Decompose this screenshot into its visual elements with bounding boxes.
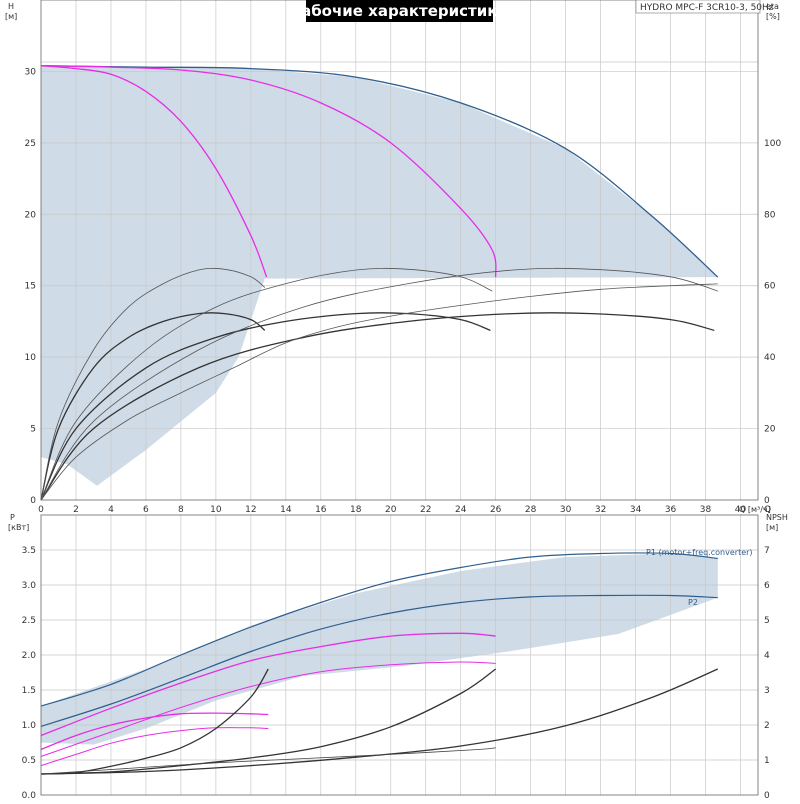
bottom-left-tick-label: 3.5 bbox=[22, 546, 36, 556]
bottom-right-tick-label: 5 bbox=[764, 616, 770, 626]
x-tick-label: 20 bbox=[385, 505, 397, 515]
x-tick-label: 34 bbox=[630, 505, 642, 515]
bottom-curve-npsh-6 bbox=[40, 668, 269, 775]
model-box bbox=[635, 0, 761, 14]
bottom-right-tick-label: 3 bbox=[764, 686, 770, 696]
tick-labels: 0 2 4 6 8 10 12 14 16 18 20 22 24 26 28 30 32 34 36 38 40 Q05… bbox=[22, 67, 782, 801]
x-tick-label: 10 bbox=[210, 505, 222, 515]
top-curve-eta-max-6 bbox=[40, 267, 266, 501]
top-right-axis-title: eta bbox=[766, 2, 779, 11]
top-curve-head-2 bbox=[40, 65, 497, 278]
bottom-operating-area bbox=[41, 553, 718, 745]
curve-lines bbox=[40, 65, 719, 775]
bottom-left-tick-label: 1.0 bbox=[22, 721, 37, 731]
bottom-left-tick-label: 2.0 bbox=[22, 651, 37, 661]
x-tick-label: 40 bbox=[735, 505, 747, 515]
x-axis-unit: Q [м³/ч] bbox=[739, 505, 771, 514]
top-right-tick-label: 0 bbox=[764, 496, 770, 506]
bottom-left-tick-label: 2.5 bbox=[22, 616, 36, 626]
bottom-right-tick-label: 7 bbox=[764, 546, 770, 556]
panel-frames bbox=[40, 0, 759, 796]
p1-series-label: P1 (motor+freq.converter) bbox=[646, 548, 753, 557]
bottom-right-axis-unit: [м] bbox=[766, 523, 778, 532]
bottom-grid bbox=[41, 515, 758, 795]
top-curve-head-1 bbox=[40, 65, 268, 278]
top-right-tick-label: 60 bbox=[764, 282, 776, 292]
top-left-tick-label: 30 bbox=[25, 67, 37, 77]
bottom-left-tick-label: 1.5 bbox=[22, 686, 36, 696]
top-left-tick-label: 5 bbox=[30, 425, 36, 435]
bottom-right-tick-label: 0 bbox=[764, 791, 770, 800]
bottom-curve-P2-speed-3 bbox=[40, 727, 269, 767]
top-operating-area bbox=[41, 65, 718, 486]
x-tick-label: 6 bbox=[143, 505, 149, 515]
top-left-axis-unit: [м] bbox=[5, 12, 17, 21]
model-label: HYDRO MPC-F 3CR10-3, 50Hz bbox=[640, 3, 774, 13]
top-left-tick-label: 0 bbox=[30, 496, 36, 506]
x-tick-label: 18 bbox=[350, 505, 362, 515]
bottom-plot-frame bbox=[40, 514, 759, 796]
bottom-curve-P1-speed-4 bbox=[40, 632, 496, 737]
top-plot-frame bbox=[40, 0, 759, 501]
x-tick-label: 24 bbox=[455, 505, 467, 515]
top-curve-eta-5 bbox=[40, 312, 715, 501]
bottom-right-tick-label: 1 bbox=[764, 756, 770, 766]
chart-title: Рабочие характеристики bbox=[290, 2, 508, 20]
top-curve-eta-max-7 bbox=[40, 267, 493, 501]
bottom-left-tick-label: 0.0 bbox=[22, 791, 37, 800]
x-tick-label: 14 bbox=[280, 505, 292, 515]
top-area-fill bbox=[41, 65, 718, 486]
bottom-curve-npsh-8 bbox=[40, 668, 719, 775]
x-tick-label: 2 bbox=[73, 505, 79, 515]
x-tick-label: 12 bbox=[245, 505, 256, 515]
top-right-tick-label: 40 bbox=[764, 353, 776, 363]
bottom-area-fill bbox=[41, 553, 718, 745]
x-tick-label: 22 bbox=[420, 505, 431, 515]
top-right-tick-label: 100 bbox=[764, 139, 781, 149]
title-background bbox=[306, 0, 493, 22]
top-left-tick-label: 10 bbox=[25, 353, 37, 363]
x-tick-label: 0 bbox=[38, 505, 44, 515]
top-left-tick-label: 25 bbox=[25, 139, 36, 149]
top-right-tick-label: 20 bbox=[764, 425, 776, 435]
top-right-tick-label: 80 bbox=[764, 210, 776, 220]
x-tick-label: 16 bbox=[315, 505, 327, 515]
x-tick-label: 28 bbox=[525, 505, 537, 515]
top-curve-eta-envelope-9 bbox=[40, 283, 718, 501]
bottom-curve-npsh-thin-9 bbox=[40, 747, 496, 775]
bottom-curve-npsh-7 bbox=[40, 668, 497, 775]
x-tick-label: 8 bbox=[178, 505, 184, 515]
bottom-left-tick-label: 3.0 bbox=[22, 581, 37, 591]
x-tick-label: 36 bbox=[665, 505, 677, 515]
x-tick-label: 38 bbox=[700, 505, 712, 515]
bottom-curve-P2-speed-5 bbox=[40, 661, 496, 757]
bottom-right-tick-label: 6 bbox=[764, 581, 770, 591]
top-right-axis-unit: [%] bbox=[766, 12, 780, 21]
bottom-curve-p1-0 bbox=[40, 552, 718, 707]
bottom-right-axis-title: NPSH bbox=[766, 513, 788, 522]
x-tick-label: 32 bbox=[595, 505, 606, 515]
x-tick-label: 30 bbox=[560, 505, 572, 515]
bottom-left-tick-label: 0.5 bbox=[22, 756, 36, 766]
bottom-left-axis-title: P bbox=[10, 513, 15, 522]
x-tick-label: 26 bbox=[490, 505, 502, 515]
p2-series-label: P2 bbox=[688, 598, 698, 607]
bottom-left-axis-unit: [кВт] bbox=[8, 523, 29, 532]
x-tick-label: Q bbox=[764, 505, 771, 515]
top-left-axis-title: H bbox=[8, 2, 14, 11]
top-left-tick-label: 20 bbox=[25, 210, 37, 220]
top-left-tick-label: 15 bbox=[25, 282, 36, 292]
top-curve-max-speed-head-0 bbox=[40, 65, 719, 278]
top-curve-eta-3 bbox=[40, 312, 266, 501]
bottom-right-tick-label: 4 bbox=[764, 651, 770, 661]
top-curve-eta-max-8 bbox=[40, 267, 718, 501]
bottom-right-tick-label: 2 bbox=[764, 721, 770, 731]
x-tick-label: 4 bbox=[108, 505, 114, 515]
top-curve-eta-4 bbox=[40, 312, 491, 501]
bottom-curve-p2-1 bbox=[40, 594, 718, 727]
bottom-curve-P1-speed-2 bbox=[40, 712, 269, 751]
